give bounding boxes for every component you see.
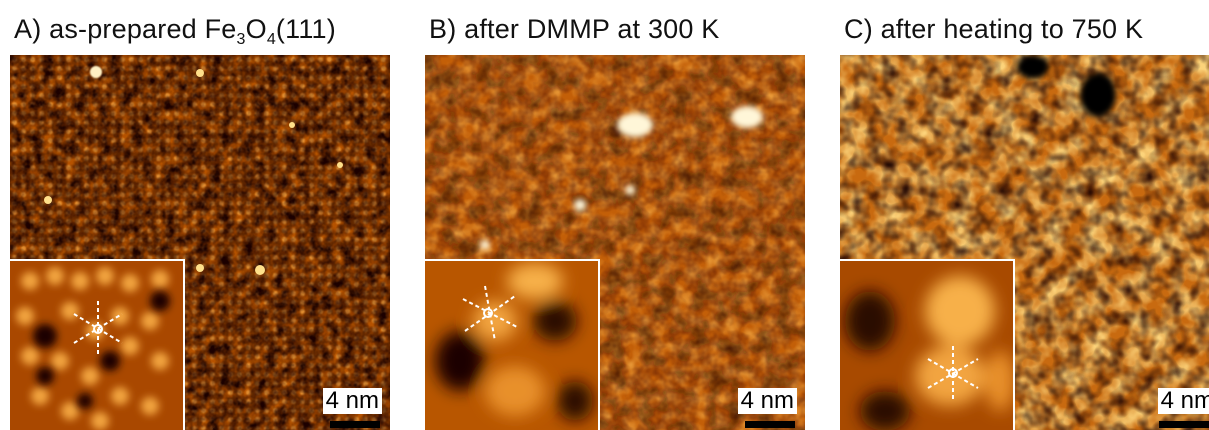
- symmetry-marker-c: [927, 346, 979, 401]
- panel-c: C) after heating to 750 K: [840, 0, 1209, 430]
- panel-a-title: A) as-prepared Fe3O4(111): [14, 14, 336, 48]
- inset-c: [840, 259, 1015, 430]
- panel-b-title: B) after DMMP at 300 K: [429, 14, 720, 44]
- inset-texture-a: [10, 261, 183, 430]
- panel-a: A) as-prepared Fe3O4(111): [10, 0, 395, 430]
- inset-texture-c: [840, 261, 1013, 430]
- scale-label-b: 4 nm: [737, 388, 797, 414]
- stm-image-c: 4 nm: [840, 55, 1209, 430]
- symmetry-marker-b: [462, 285, 518, 342]
- stm-texture-a: [10, 55, 390, 430]
- scale-bar-a: [330, 421, 380, 428]
- symmetry-marker-a: [73, 301, 123, 356]
- scale-bar-b: [745, 421, 795, 428]
- panel-b: B) after DMMP at 300 K: [425, 0, 810, 430]
- inset-b: [425, 259, 600, 430]
- stm-image-a: 4 nm: [10, 55, 390, 430]
- scale-bar-c: [1159, 421, 1209, 428]
- panel-c-title: C) after heating to 750 K: [844, 14, 1144, 44]
- inset-a: [10, 259, 185, 430]
- inset-texture-b: [425, 261, 598, 430]
- stm-image-b: 4 nm: [425, 55, 805, 430]
- scale-label-c: 4 nm: [1157, 388, 1209, 414]
- scale-label-a: 4 nm: [322, 388, 382, 414]
